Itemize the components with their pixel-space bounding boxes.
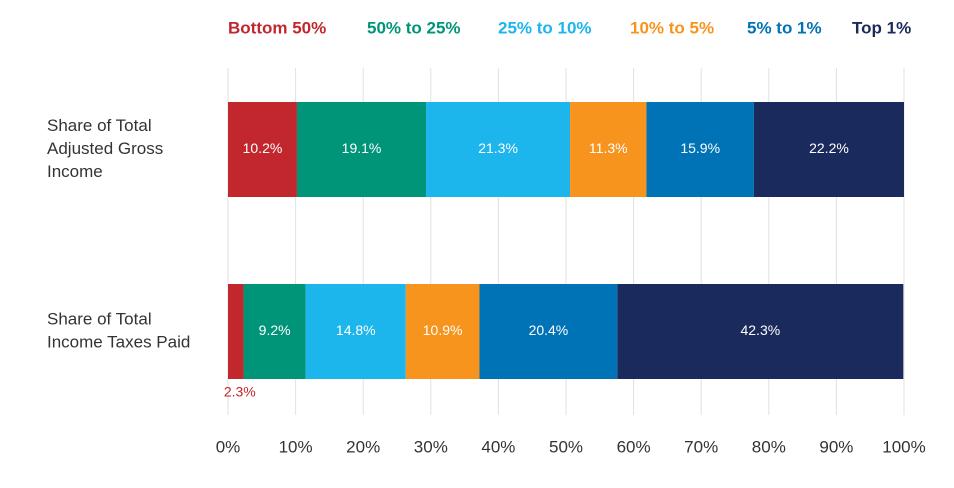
bar-segment — [296, 102, 427, 197]
data-label: 10.9% — [423, 322, 463, 338]
bars: 10.2% 19.1% 21.3% 11.3% 15.9% 22.2% 2.3% 9.2% 14… — [224, 102, 904, 400]
legend-item: 25% to 10% — [498, 18, 592, 37]
data-label: 22.2% — [809, 140, 849, 156]
bar-segment — [479, 284, 618, 379]
bar-segment — [228, 102, 297, 197]
legend-item: Bottom 50% — [228, 18, 326, 37]
bar-segment — [228, 284, 244, 379]
x-tick-label: 80% — [752, 437, 786, 456]
x-tick-label: 10% — [279, 437, 313, 456]
category-label: Share of Total — [47, 116, 152, 135]
legend-item: Top 1% — [852, 18, 911, 37]
data-label: 10.2% — [243, 140, 283, 156]
bar-segment — [753, 102, 904, 197]
bar-segment — [617, 284, 904, 379]
data-label: 19.1% — [342, 140, 382, 156]
x-tick-label: 30% — [414, 437, 448, 456]
x-tick-label: 50% — [549, 437, 583, 456]
x-tick-label: 60% — [617, 437, 651, 456]
category-label: Adjusted Gross — [47, 139, 163, 158]
data-label: 9.2% — [259, 322, 291, 338]
x-tick-label: 0% — [216, 437, 241, 456]
x-tick-label: 100% — [882, 437, 925, 456]
data-label: 14.8% — [336, 322, 376, 338]
bar-segment — [243, 284, 306, 379]
data-label: 42.3% — [740, 322, 780, 338]
x-axis-ticks: 0% 10% 20% 30% 40% 50% 60% 70% 80% 90% 100% — [216, 437, 926, 456]
x-tick-label: 70% — [684, 437, 718, 456]
bar-segment — [405, 284, 480, 379]
bar-segment — [570, 102, 647, 197]
data-label: 11.3% — [589, 140, 628, 156]
data-label: 21.3% — [478, 140, 518, 156]
category-label: Income — [47, 162, 103, 181]
x-tick-label: 90% — [819, 437, 853, 456]
legend-item: 10% to 5% — [630, 18, 714, 37]
legend-item: 50% to 25% — [367, 18, 461, 37]
data-label: 15.9% — [680, 140, 720, 156]
legend: Bottom 50% 50% to 25% 25% to 10% 10% to 5% 5… — [228, 18, 911, 37]
bar-segment — [646, 102, 754, 197]
x-tick-label: 20% — [346, 437, 380, 456]
category-label: Share of Total — [47, 309, 152, 328]
legend-item: 5% to 1% — [747, 18, 822, 37]
data-label: 20.4% — [529, 322, 569, 338]
bar-segment — [305, 284, 406, 379]
category-label: Income Taxes Paid — [47, 332, 190, 351]
bar-segment — [426, 102, 571, 197]
data-label: 2.3% — [224, 384, 256, 400]
row-labels: Share of Total Adjusted Gross Income Share … — [47, 116, 190, 352]
x-tick-label: 40% — [481, 437, 515, 456]
